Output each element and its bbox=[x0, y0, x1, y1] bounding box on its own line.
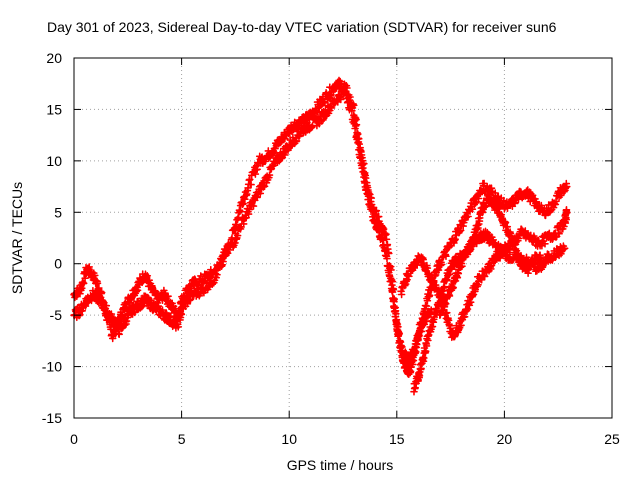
x-axis-label: GPS time / hours bbox=[287, 457, 394, 473]
marker-points bbox=[397, 206, 571, 342]
y-tick-label: 0 bbox=[54, 256, 62, 272]
marker-points bbox=[70, 83, 571, 369]
x-tick-label: 0 bbox=[70, 431, 78, 447]
x-tick-labels: 0 5 10 15 20 25 bbox=[70, 431, 620, 447]
y-axis-label: SDTVAR / TECUs bbox=[9, 182, 25, 294]
y-tick-label: 5 bbox=[54, 204, 62, 220]
y-tick-labels: -15 -10 -5 0 5 10 15 20 bbox=[42, 50, 62, 426]
x-tick-label: 5 bbox=[178, 431, 186, 447]
y-tick-label: -15 bbox=[42, 410, 62, 426]
data-series-layer bbox=[70, 76, 571, 396]
sat-trace-5 bbox=[436, 190, 545, 319]
plot-frame bbox=[73, 57, 613, 419]
x-tick-label: 10 bbox=[281, 431, 297, 447]
sat-trace-2 bbox=[70, 83, 571, 369]
marker-points bbox=[410, 227, 569, 396]
y-tick-label: -10 bbox=[42, 359, 62, 375]
grid-lines bbox=[74, 58, 612, 418]
x-tick-label: 25 bbox=[604, 431, 620, 447]
y-tick-label: -5 bbox=[50, 307, 63, 323]
sat-trace-4 bbox=[410, 227, 569, 396]
sat-trace-3 bbox=[397, 206, 571, 342]
y-tick-label: 15 bbox=[46, 101, 62, 117]
x-tick-label: 20 bbox=[497, 431, 513, 447]
marker-points bbox=[436, 190, 545, 319]
y-tick-label: 20 bbox=[46, 50, 62, 66]
y-tick-label: 10 bbox=[46, 153, 62, 169]
x-tick-label: 15 bbox=[389, 431, 405, 447]
chart-title: Day 301 of 2023, Sidereal Day-to-day VTE… bbox=[47, 19, 557, 35]
